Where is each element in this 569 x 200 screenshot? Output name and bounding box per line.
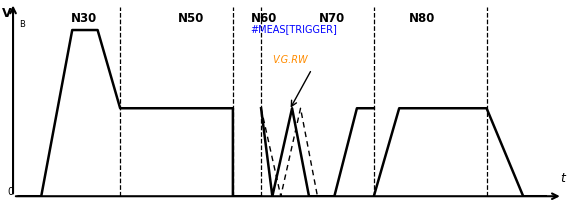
Text: N80: N80 — [409, 12, 435, 25]
Text: V.G.RW: V.G.RW — [273, 55, 308, 65]
Text: N70: N70 — [319, 12, 345, 25]
Text: B: B — [19, 20, 24, 29]
Text: N30: N30 — [71, 12, 97, 25]
Text: N60: N60 — [251, 12, 277, 25]
Text: #MEAS[TRIGGER]: #MEAS[TRIGGER] — [250, 24, 337, 34]
Text: 0: 0 — [7, 187, 13, 197]
Text: N50: N50 — [178, 12, 204, 25]
Text: V: V — [2, 7, 12, 20]
Text: t: t — [560, 172, 566, 185]
